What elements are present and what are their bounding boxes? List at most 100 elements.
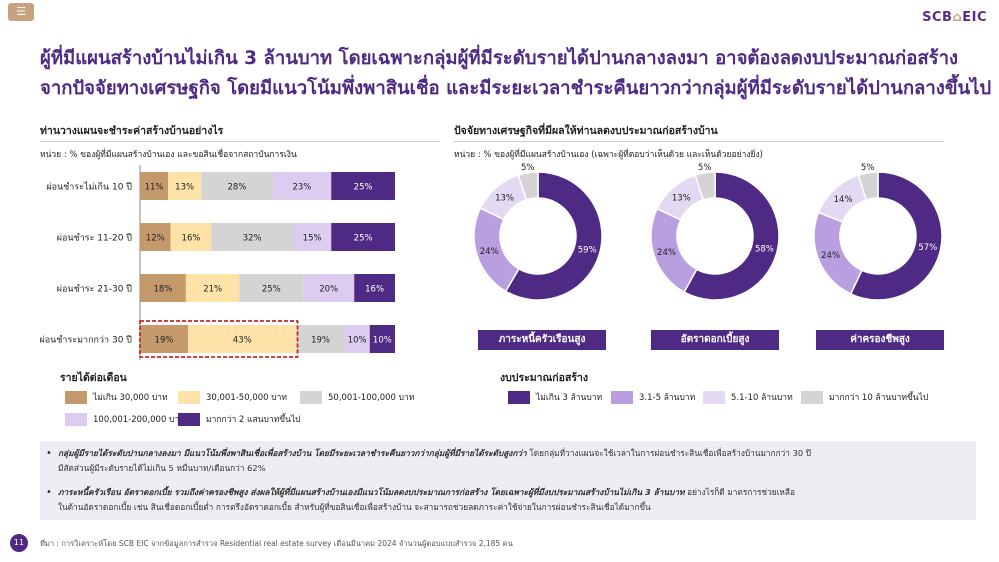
left-section-header: ท่านวางแผนจะชำระค่าสร้างบ้านอย่างไร หน่ว…	[40, 122, 440, 161]
bar-segment	[369, 325, 395, 353]
bar-segment	[272, 172, 332, 200]
budget-legend-item: 5.1-10 ล้านบาท	[703, 390, 793, 404]
legend-swatch	[300, 390, 322, 404]
bar-segment	[331, 223, 395, 251]
donut-data-label: 5%	[861, 163, 875, 173]
bar-data-label: 16%	[365, 285, 384, 295]
legend-label: 3.1-5 ล้านบาท	[639, 393, 696, 403]
legend-label: มากกว่า 2 แสนบาทขึ้นไป	[206, 415, 301, 425]
legend-swatch	[703, 390, 725, 404]
legend-swatch	[611, 390, 633, 404]
donut-data-label: 5%	[521, 163, 535, 173]
legend-label: 100,001-200,000 บาท	[93, 415, 185, 425]
bar-data-label: 25%	[354, 234, 373, 244]
donut-data-label: 13%	[672, 194, 691, 204]
bar-segment	[140, 325, 188, 353]
left-section-unit: หน่วย : % ของผู้ที่มีแผนสร้างบ้านเอง และ…	[40, 150, 297, 160]
legend-label: 5.1-10 ล้านบาท	[731, 393, 793, 403]
brand-logo: SCB⌂EIC	[922, 10, 987, 25]
income-legend-item: ไม่เกิน 30,000 บาท	[65, 390, 168, 404]
bar-segment	[303, 274, 355, 302]
bar-data-label: 10%	[373, 336, 392, 346]
donut-slice	[650, 207, 698, 294]
legend-label: ไม่เกิน 3 ล้านบาท	[536, 393, 603, 403]
income-legend-item: 100,001-200,000 บาท	[65, 412, 185, 426]
bar-data-label: 21%	[203, 285, 222, 295]
bar-segment	[170, 223, 212, 251]
bar-category-label: ผ่อนชำระมากกว่า 30 ปี	[39, 335, 132, 346]
income-legend-item: 30,001-50,000 บาท	[178, 390, 287, 404]
donut-title-label: ภาระหนี้ครัวเรือนสูง	[478, 330, 606, 350]
right-section-title: ปัจจัยทางเศรษฐกิจที่มีผลให้ท่านลดงบประมา…	[454, 122, 944, 142]
donut-data-label: 5%	[698, 163, 712, 173]
income-legend-item: มากกว่า 2 แสนบาทขึ้นไป	[178, 412, 301, 426]
bar-segment	[344, 325, 370, 353]
bar-segment	[211, 223, 293, 251]
donut-slice	[504, 171, 603, 301]
left-section-title: ท่านวางแผนจะชำระค่าสร้างบ้านอย่างไร	[40, 122, 440, 142]
bar-segment	[201, 172, 273, 200]
note-1: กลุ่มผู้มีรายได้ระดับปานกลางลงมา มีแนวโน…	[46, 446, 963, 476]
donut-data-label: 24%	[480, 247, 499, 257]
bar-category-label: ผ่อนชำระ 11-20 ปี	[57, 233, 133, 244]
budget-legend-item: มากกว่า 10 ล้านบาทขึ้นไป	[801, 390, 928, 404]
bar-segment	[168, 172, 202, 200]
donut-slice	[683, 171, 780, 301]
donut-title-label: อัตราดอกเบี้ยสูง	[651, 330, 779, 350]
donut-data-label: 14%	[834, 195, 853, 205]
donut-slice	[517, 171, 539, 201]
bar-data-label: 23%	[292, 183, 311, 193]
bar-data-label: 25%	[262, 285, 281, 295]
legend-swatch	[801, 390, 823, 404]
donut-slice	[813, 211, 863, 295]
bar-segment	[140, 274, 186, 302]
legend-label: 30,001-50,000 บาท	[206, 393, 288, 403]
bar-segment	[354, 274, 395, 302]
donut-title-label: ค่าครองชีพสูง	[816, 330, 944, 350]
bar-segment	[187, 325, 297, 353]
donut-data-label: 57%	[918, 243, 937, 253]
bar-segment	[331, 172, 395, 200]
bar-data-label: 12%	[146, 234, 165, 244]
bar-data-label: 18%	[153, 285, 172, 295]
donut-slice	[849, 171, 943, 301]
budget-legend-item: ไม่เกิน 3 ล้านบาท	[508, 390, 602, 404]
donut-slice	[694, 171, 716, 201]
donut-slice	[473, 207, 520, 293]
legend-label: 50,001-100,000 บาท	[328, 393, 415, 403]
donut-slice	[479, 174, 528, 221]
right-section-header: ปัจจัยทางเศรษฐกิจที่มีผลให้ท่านลดงบประมา…	[454, 122, 944, 161]
donut-data-label: 24%	[821, 251, 840, 261]
bar-segment	[185, 274, 240, 302]
budget-legend-item: 3.1-5 ล้านบาท	[611, 390, 695, 404]
donut-data-label: 59%	[578, 245, 597, 255]
legend-swatch	[508, 390, 530, 404]
title-line-2: จากปัจจัยทางเศรษฐกิจ โดยมีแนวโน้มพึ่งพาส…	[40, 78, 992, 99]
bar-segment	[293, 223, 332, 251]
menu-icon[interactable]: ☰	[8, 3, 34, 21]
donut-data-label: 13%	[495, 194, 514, 204]
legend-swatch	[65, 390, 87, 404]
note-2: ภาระหนี้ครัวเรือน อัตราดอกเบี้ย รวมถึงค่…	[46, 485, 963, 515]
bar-data-label: 32%	[243, 234, 262, 244]
legend-label: ไม่เกิน 30,000 บาท	[93, 393, 168, 403]
budget-legend-title: งบประมาณก่อสร้าง	[500, 372, 589, 384]
bar-segment	[296, 325, 345, 353]
bar-data-label: 19%	[155, 336, 174, 346]
donut-slice	[817, 174, 868, 223]
legend-swatch	[178, 390, 200, 404]
bar-data-label: 20%	[319, 285, 338, 295]
bar-data-label: 43%	[233, 336, 252, 346]
bar-segment	[140, 172, 169, 200]
legend-swatch	[178, 412, 200, 426]
bar-data-label: 16%	[182, 234, 201, 244]
bar-data-label: 25%	[354, 183, 373, 193]
page-title: ผู้ที่มีแผนสร้างบ้านไม่เกิน 3 ล้านบาท โด…	[40, 44, 992, 104]
bar-category-label: ผ่อนชำระ 21-30 ปี	[57, 284, 133, 295]
highlight-box	[139, 320, 299, 358]
donut-slice	[656, 174, 705, 221]
right-section-unit: หน่วย : % ของผู้ที่มีแผนสร้างบ้านเอง (เฉ…	[454, 150, 763, 160]
income-legend-title: รายได้ต่อเดือน	[60, 372, 127, 384]
bar-segment	[239, 274, 304, 302]
legend-label: มากกว่า 10 ล้านบาทขึ้นไป	[829, 393, 929, 403]
